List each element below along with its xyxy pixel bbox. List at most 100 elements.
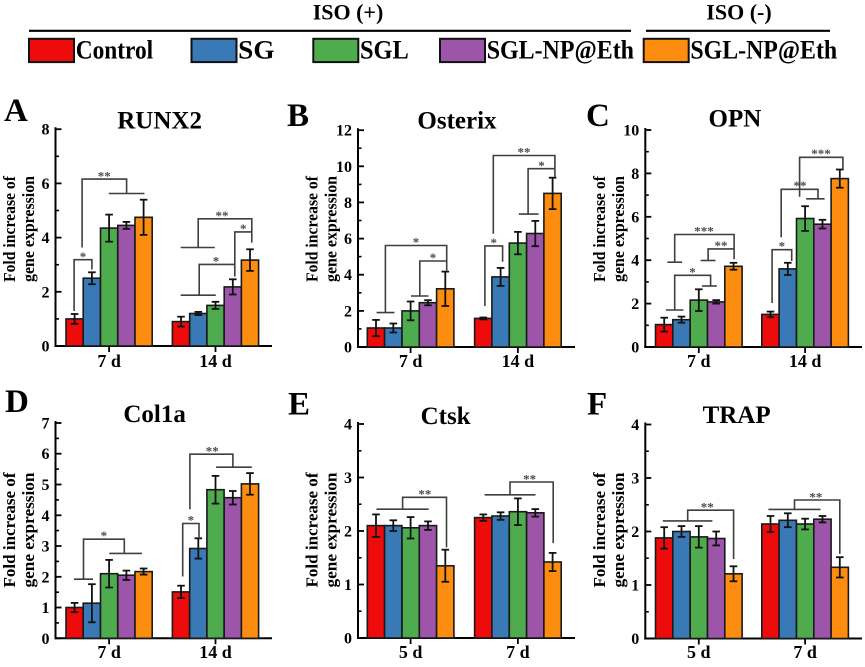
svg-text:***: *** [811,146,831,161]
svg-text:12: 12 [336,123,352,140]
svg-text:2: 2 [42,284,50,301]
svg-text:gene expression: gene expression [19,176,38,282]
svg-text:SGL: SGL [360,36,409,65]
svg-text:0: 0 [42,631,50,648]
svg-text:2: 2 [344,524,352,541]
svg-text:D: D [5,384,29,420]
svg-text:2: 2 [631,296,639,313]
svg-text:B: B [287,98,309,134]
svg-text:2: 2 [631,524,639,541]
svg-text:4: 4 [631,417,639,434]
svg-text:4: 4 [344,417,352,434]
svg-text:10: 10 [623,123,639,140]
svg-text:3: 3 [42,539,50,556]
svg-text:F: F [587,387,607,423]
svg-text:3: 3 [631,471,639,488]
svg-text:8: 8 [631,166,639,183]
svg-text:Ctsk: Ctsk [421,403,471,430]
svg-text:ISO (-): ISO (-) [706,0,771,25]
svg-text:*: * [779,239,786,254]
svg-text:3: 3 [344,470,352,487]
svg-text:10: 10 [336,159,352,176]
svg-text:gene expression: gene expression [322,472,341,588]
svg-text:*: * [689,265,696,280]
svg-text:Fold increase of: Fold increase of [590,176,609,282]
svg-text:**: ** [523,471,536,486]
svg-text:6: 6 [42,446,50,463]
svg-text:SGL-NP@Eth: SGL-NP@Eth [487,36,635,65]
svg-text:7 d: 7 d [97,351,121,371]
svg-text:**: ** [518,145,531,160]
svg-text:1: 1 [42,600,50,617]
svg-text:5: 5 [42,477,50,494]
svg-text:4: 4 [42,230,50,247]
svg-text:0: 0 [344,631,352,648]
svg-text:4: 4 [42,508,50,525]
svg-text:*: * [213,254,220,269]
svg-text:SG: SG [238,36,274,65]
svg-text:4: 4 [631,253,639,270]
svg-text:gene expression: gene expression [609,176,628,282]
svg-text:**: ** [809,489,822,504]
svg-text:*: * [538,158,545,173]
svg-text:2: 2 [42,569,50,586]
svg-text:TRAP: TRAP [703,402,771,429]
svg-text:Fold increase of: Fold increase of [303,472,322,587]
svg-text:2: 2 [344,303,352,320]
svg-text:14 d: 14 d [199,351,232,371]
svg-text:ISO (+): ISO (+) [313,0,384,25]
svg-text:14 d: 14 d [199,642,232,662]
svg-text:1: 1 [631,578,639,595]
svg-text:7 d: 7 d [97,642,121,662]
svg-text:*: * [430,250,437,265]
svg-text:Fold increase of: Fold increase of [303,176,322,282]
svg-text:5 d: 5 d [399,642,423,662]
svg-text:SGL-NP@Eth: SGL-NP@Eth [690,36,837,65]
svg-text:A: A [4,93,28,129]
svg-text:6: 6 [344,231,352,248]
svg-text:7 d: 7 d [687,351,711,371]
svg-text:5 d: 5 d [687,642,711,662]
svg-text:Fold increase of: Fold increase of [590,472,609,587]
svg-text:gene expression: gene expression [609,472,628,588]
svg-text:gene expression: gene expression [19,472,38,588]
svg-text:C: C [586,98,610,134]
svg-text:OPN: OPN [709,106,762,133]
svg-text:7 d: 7 d [793,642,817,662]
svg-text:14 d: 14 d [502,351,535,371]
svg-text:6: 6 [42,176,50,193]
svg-text:E: E [288,387,310,423]
svg-text:*: * [240,221,247,236]
svg-text:*: * [80,249,87,264]
svg-text:*: * [491,235,498,250]
svg-text:*: * [101,528,108,543]
svg-text:6: 6 [631,209,639,226]
svg-text:7 d: 7 d [399,351,423,371]
svg-text:Fold increase of: Fold increase of [0,176,19,282]
svg-text:8: 8 [344,195,352,212]
svg-text:Control: Control [76,36,154,65]
svg-text:7 d: 7 d [506,642,530,662]
svg-text:7: 7 [42,416,50,433]
svg-text:**: ** [418,486,431,501]
svg-text:0: 0 [344,340,352,357]
svg-text:**: ** [98,168,111,183]
svg-text:Col1a: Col1a [123,401,186,428]
svg-text:Fold increase of: Fold increase of [0,472,19,587]
svg-text:*: * [413,235,420,250]
svg-text:**: ** [715,238,728,253]
svg-text:**: ** [216,208,229,223]
svg-text:1: 1 [344,577,352,594]
svg-text:***: *** [694,224,714,239]
svg-text:14 d: 14 d [789,351,822,371]
svg-text:gene expression: gene expression [322,176,341,282]
svg-text:**: ** [701,499,714,514]
svg-text:0: 0 [631,631,639,648]
svg-text:0: 0 [42,339,50,356]
svg-text:Osterix: Osterix [417,108,497,135]
svg-text:4: 4 [344,267,352,284]
svg-text:RUNX2: RUNX2 [117,108,202,135]
svg-text:8: 8 [42,122,50,139]
svg-text:*: * [188,513,195,528]
svg-text:**: ** [206,443,219,458]
